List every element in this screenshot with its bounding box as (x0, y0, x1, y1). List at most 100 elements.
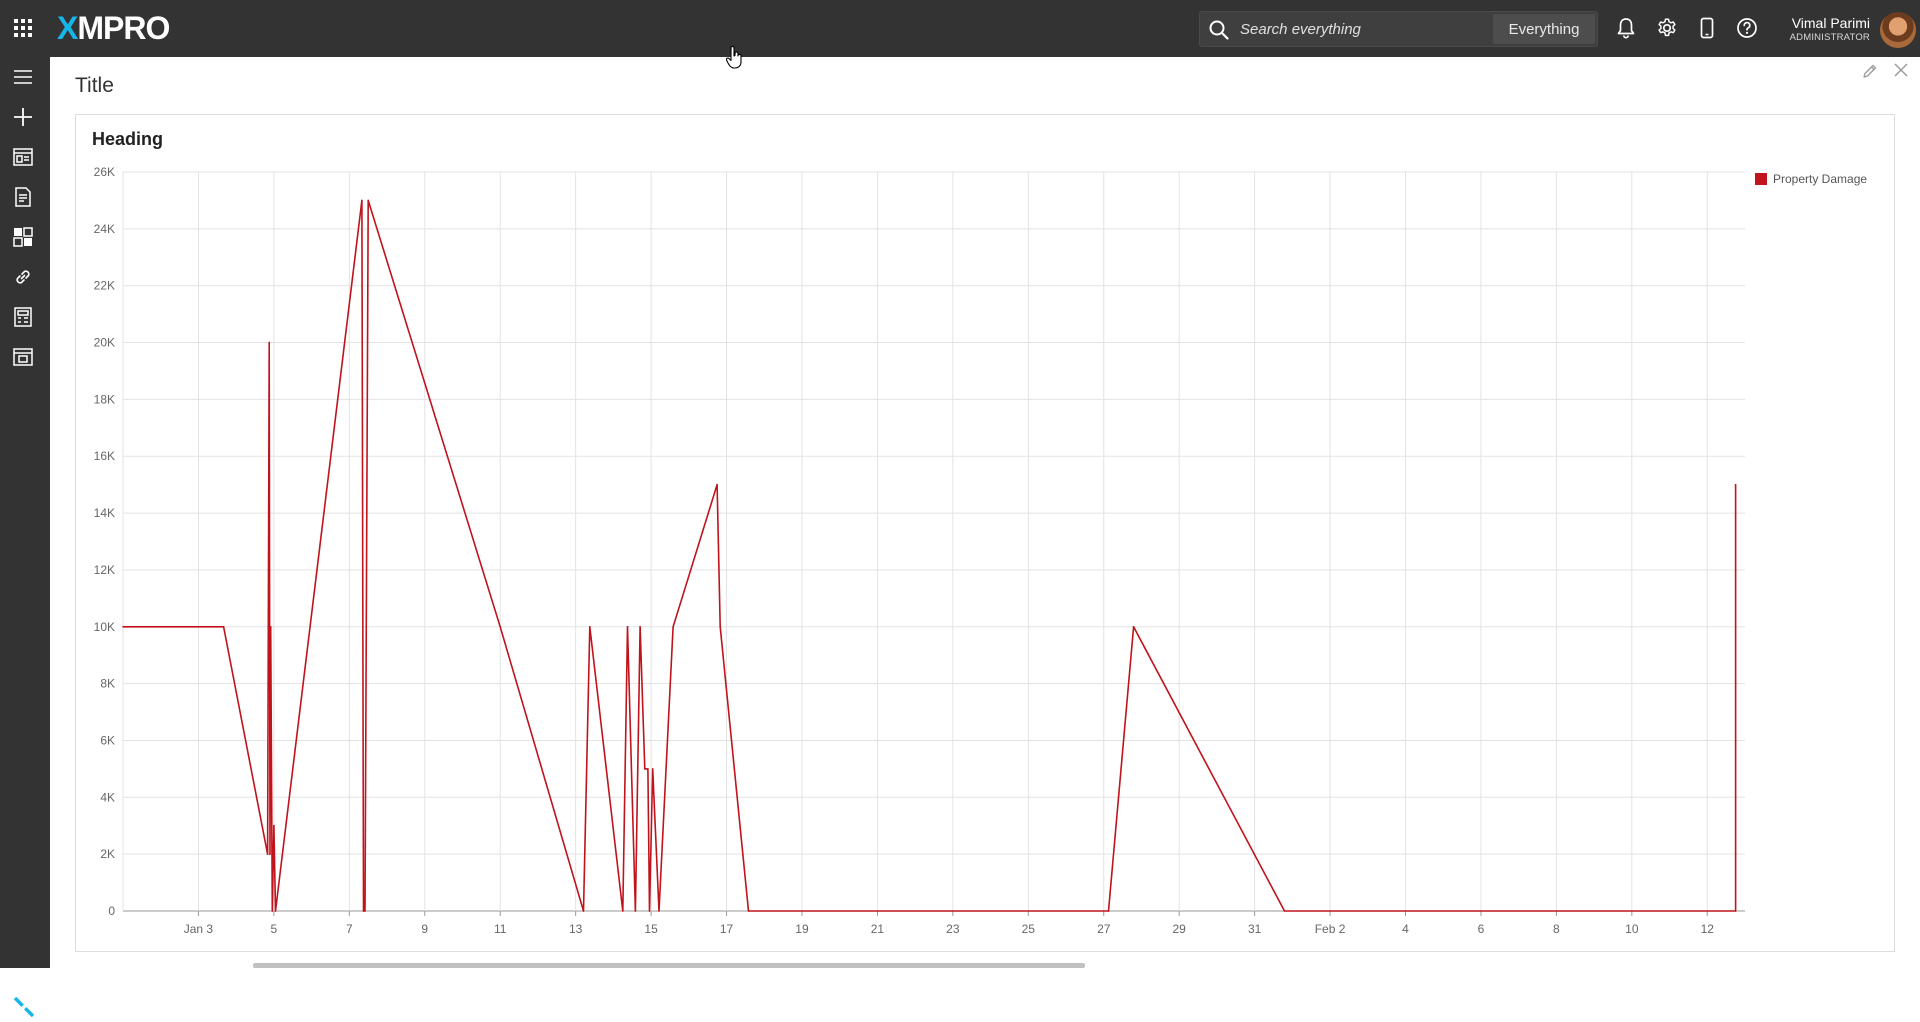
chart-card: Heading Property Damage 0 2K 4K 6K 8K 10K 12K 1… (75, 114, 1895, 952)
x-tick-label: 19 (795, 922, 809, 936)
y-tick-label: 2K (100, 847, 115, 861)
data-point (651, 768, 654, 770)
x-tick-label: 8 (1553, 922, 1560, 936)
data-point (364, 910, 366, 912)
y-tick-label: 12K (94, 563, 115, 577)
logo-prefix: X (57, 9, 78, 46)
y-tick-label: 4K (100, 790, 115, 804)
settings-gear-icon[interactable] (1654, 14, 1680, 42)
data-point (1107, 910, 1110, 912)
data-point (1132, 625, 1135, 628)
x-tick-label: 5 (271, 922, 278, 936)
x-tick-label: 11 (494, 922, 507, 936)
x-tick-label: Feb 2 (1315, 922, 1346, 936)
y-tick-label: 14K (94, 506, 115, 520)
data-point (266, 853, 269, 855)
y-tick-label: 18K (94, 392, 115, 406)
data-point (274, 910, 277, 912)
x-tick-label: 23 (946, 922, 960, 936)
data-point (499, 625, 502, 628)
xmpro-x-icon[interactable] (13, 996, 35, 1018)
data-point (647, 768, 649, 770)
x-tick-label: 6 (1478, 922, 1485, 936)
x-tick-label: 29 (1173, 922, 1187, 936)
data-point (634, 910, 637, 912)
horizontal-scrollbar[interactable] (253, 963, 1085, 968)
x-tick-label: 17 (720, 922, 734, 936)
search-scope-button[interactable]: Everything (1493, 14, 1595, 44)
app-launcher-icon[interactable] (9, 14, 37, 42)
x-tick-label: 12 (1701, 922, 1715, 936)
app-designer-icon[interactable] (9, 143, 37, 171)
xmpro-logo[interactable]: X MPRO (57, 9, 170, 46)
y-tick-label: 6K (100, 733, 115, 747)
user-name[interactable]: Vimal Parimi (1791, 15, 1870, 31)
hand-cursor-icon (725, 46, 744, 70)
x-tick-label: 9 (421, 922, 428, 936)
search-icon[interactable] (1207, 18, 1231, 42)
data-point (361, 199, 363, 202)
data-point (269, 853, 271, 855)
data-point (122, 625, 124, 628)
link-icon[interactable] (9, 263, 37, 291)
y-tick-label: 20K (94, 336, 115, 350)
page-title: Title (75, 74, 114, 97)
user-avatar[interactable] (1880, 12, 1916, 48)
x-tick-label: 13 (569, 922, 583, 936)
data-point (1734, 910, 1737, 912)
edit-pencil-icon[interactable] (1862, 63, 1878, 79)
data-point (273, 824, 275, 827)
y-tick-label: 22K (94, 279, 115, 293)
data-point (222, 625, 225, 628)
y-tick-label: 0 (108, 904, 115, 918)
global-search: Everything (1199, 11, 1598, 47)
data-stream-icon[interactable] (9, 343, 37, 371)
data-point (268, 341, 270, 344)
legend-label: Property Damage (1773, 172, 1868, 186)
x-tick-label: Jan 3 (184, 922, 214, 936)
data-point (639, 625, 641, 628)
x-tick-label: 27 (1097, 922, 1111, 936)
data-point (367, 199, 369, 202)
plus-icon[interactable] (9, 103, 37, 131)
x-tick-label: 15 (644, 922, 658, 936)
data-point (362, 910, 365, 912)
data-point (747, 910, 750, 912)
chart-legend[interactable]: Property Damage (1755, 172, 1867, 186)
series-line-property-damage (123, 199, 1737, 912)
y-tick-label: 26K (94, 165, 115, 179)
data-point (1283, 910, 1286, 912)
y-tick-label: 8K (100, 677, 115, 691)
data-point (719, 625, 722, 628)
data-point (648, 910, 651, 912)
y-tick-label: 16K (94, 449, 115, 463)
x-tick-label: 21 (871, 922, 885, 936)
close-icon[interactable] (1894, 63, 1908, 77)
x-tick-label: 7 (346, 922, 353, 936)
x-tick-label: 25 (1022, 922, 1036, 936)
chart-heading: Heading (92, 129, 164, 149)
recommendations-icon[interactable] (9, 183, 37, 211)
legend-swatch (1755, 173, 1767, 185)
user-role: ADMINISTRATOR (1789, 32, 1870, 43)
left-sidebar (0, 57, 50, 1018)
data-point (658, 910, 660, 912)
y-tick-label: 10K (94, 620, 115, 634)
hamburger-menu-icon[interactable] (9, 63, 37, 91)
x-tick-label: 10 (1625, 922, 1639, 936)
calculator-icon[interactable] (9, 303, 37, 331)
dashboard-icon[interactable] (9, 223, 37, 251)
data-point (271, 910, 274, 912)
notifications-bell-icon[interactable] (1614, 14, 1638, 42)
data-point (716, 483, 718, 486)
line-chart: 0 2K 4K 6K 8K 10K 12K 14K 16K 18K 20K 22K 24K 26K Jan … (94, 165, 1745, 936)
data-point (269, 625, 272, 628)
data-point (588, 625, 591, 628)
data-point (622, 910, 624, 912)
y-tick-label: 24K (94, 222, 115, 236)
search-input[interactable] (1240, 12, 1490, 46)
help-icon[interactable] (1734, 14, 1760, 42)
mobile-device-icon[interactable] (1697, 14, 1717, 42)
x-tick-label: 31 (1248, 922, 1262, 936)
